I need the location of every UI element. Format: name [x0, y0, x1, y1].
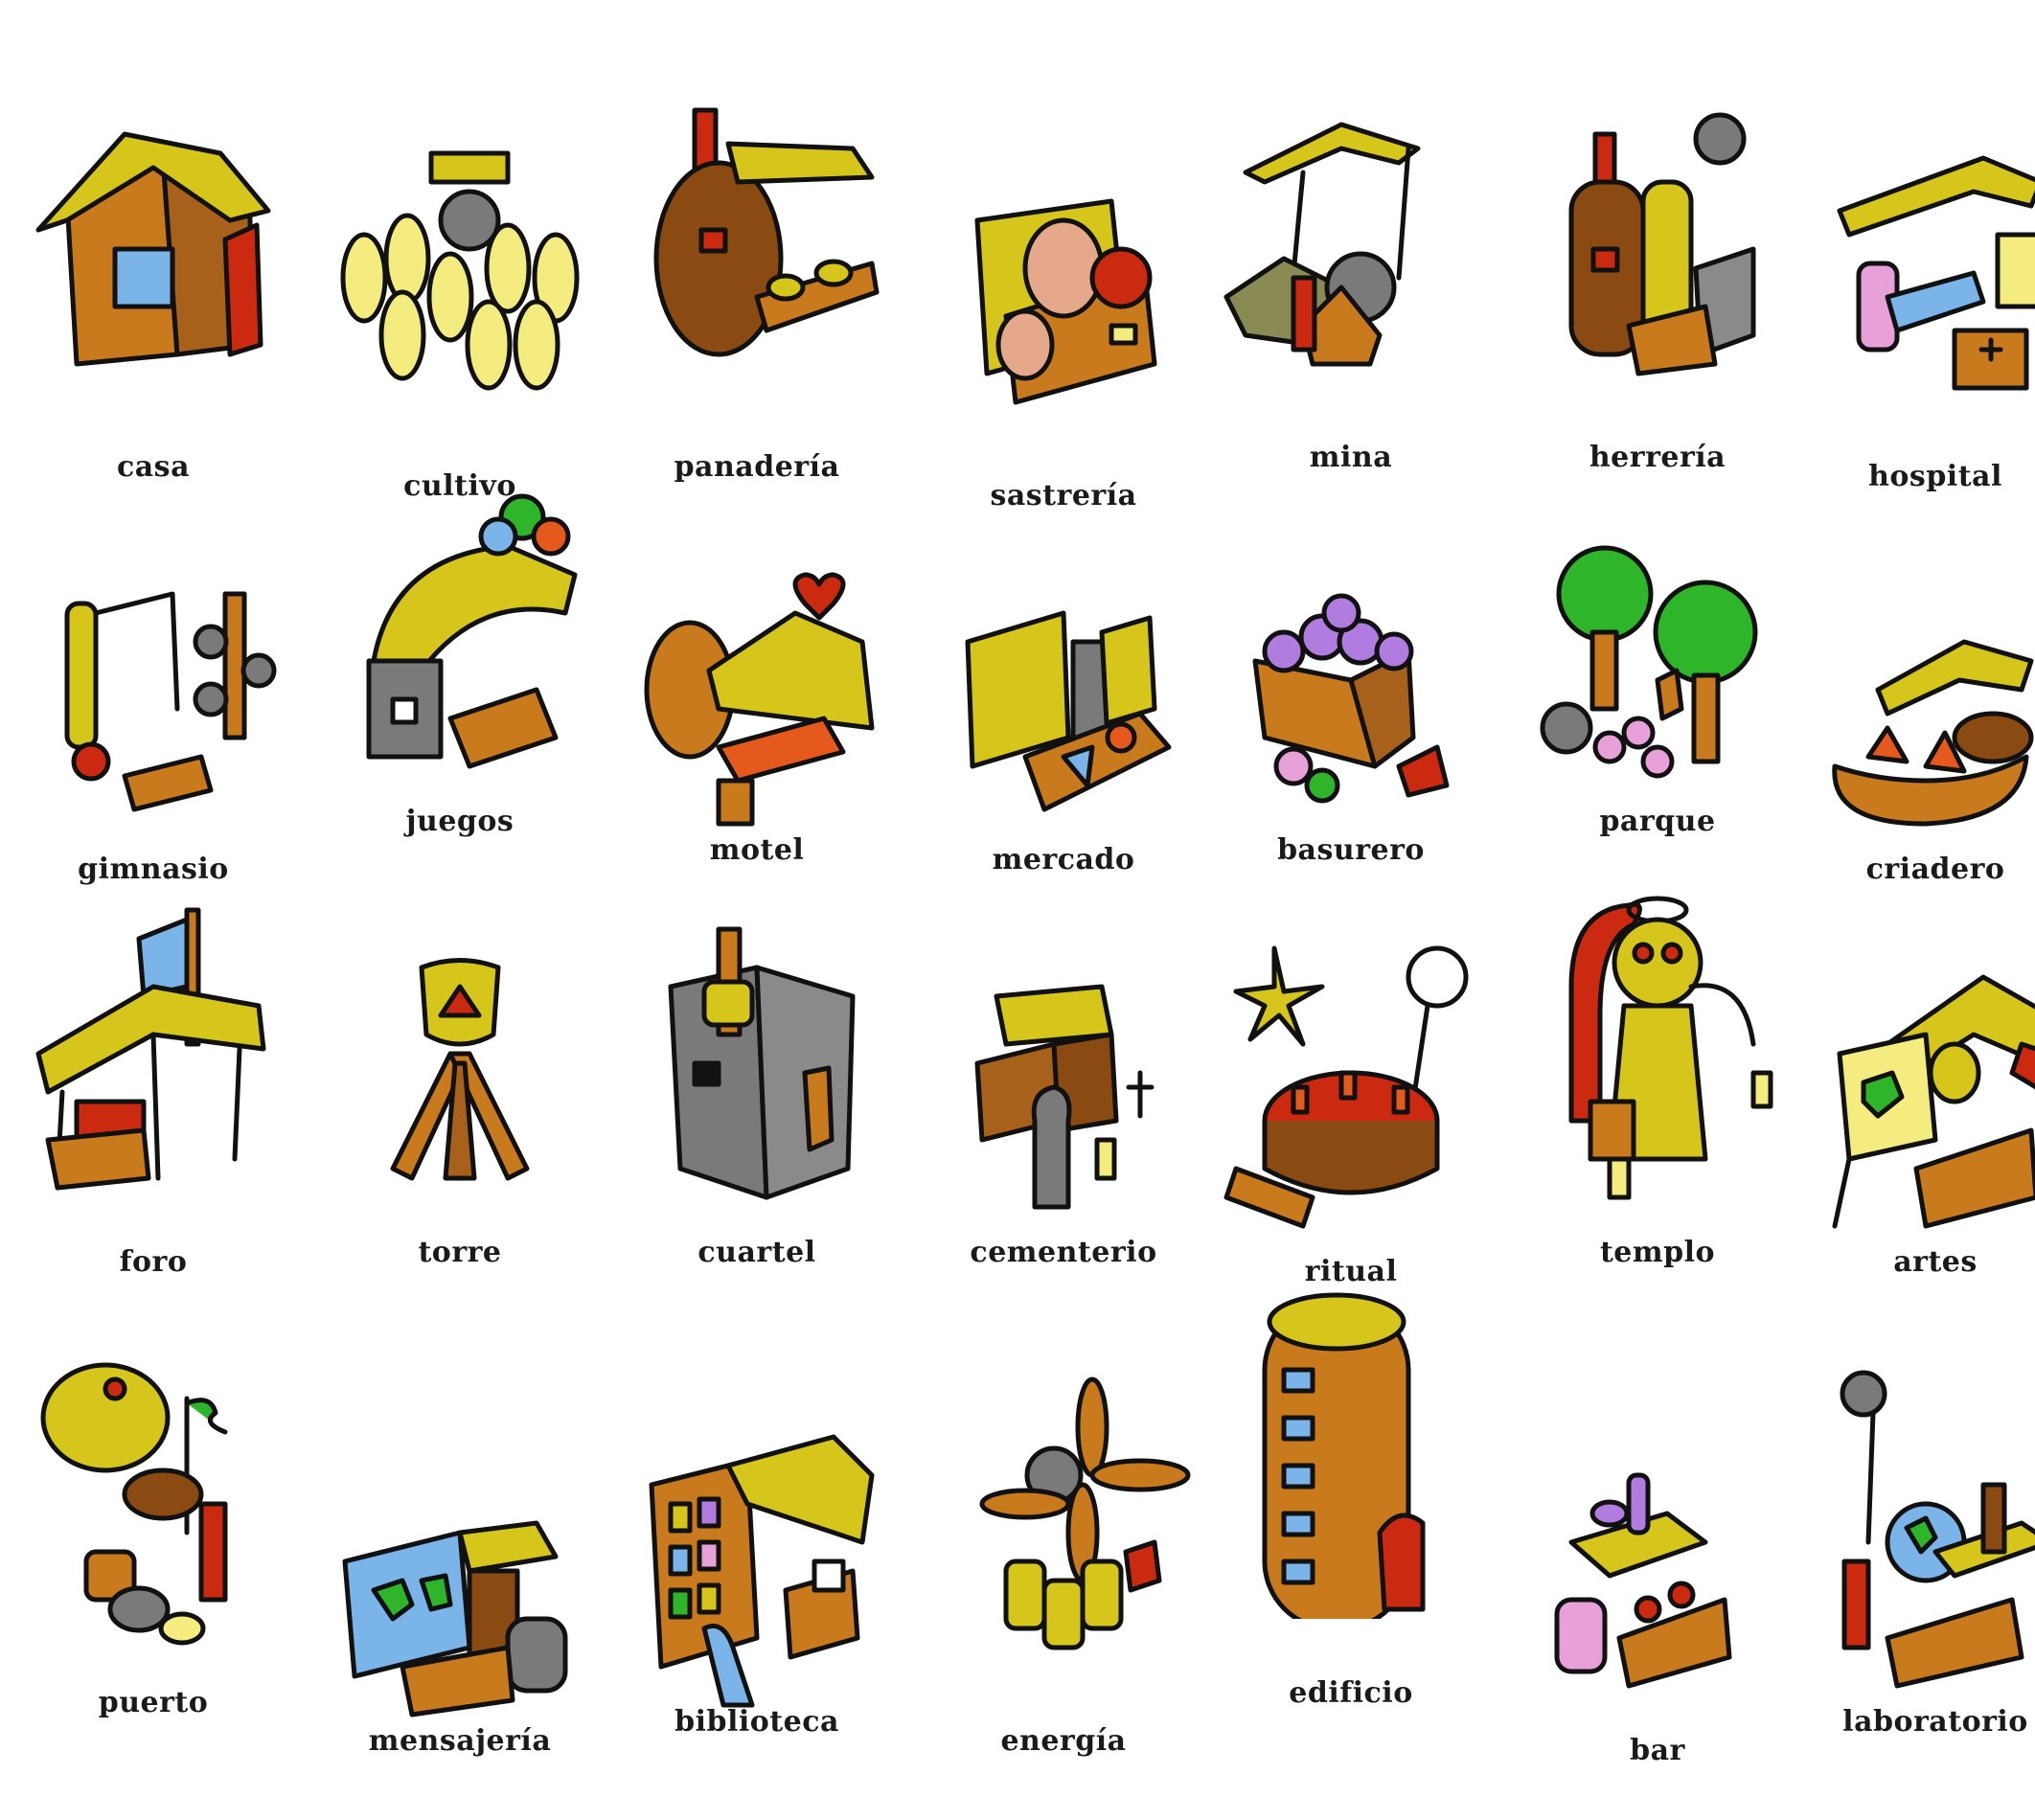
bar-icon: [1554, 1472, 1732, 1689]
ritual-icon: [1223, 945, 1469, 1229]
tile-parque: parque: [1514, 489, 1801, 891]
label-criadero: criadero: [1865, 853, 2005, 886]
tile-hospital: hospital: [1792, 77, 2035, 493]
energy-icon: [979, 1376, 1191, 1650]
dump-icon: [1252, 593, 1450, 804]
tile-sastreria: sastrería: [920, 96, 1207, 512]
tile-edificio: edificio: [1207, 1274, 1495, 1710]
tile-gimnasio: gimnasio: [10, 498, 297, 900]
arts-icon: [1832, 974, 2035, 1229]
tile-mensajeria: mensajería: [316, 1418, 604, 1820]
tile-panaderia: panadería: [613, 57, 901, 484]
tile-motel: motel: [613, 498, 901, 900]
laboratory-icon: [1840, 1370, 2035, 1689]
house-icon: [35, 131, 271, 367]
label-bar: bar: [1630, 1734, 1685, 1767]
label-motel: motel: [709, 833, 805, 867]
library-icon: [649, 1434, 875, 1708]
label-basurero: basurero: [1277, 833, 1425, 867]
label-mensajeria: mensajería: [368, 1724, 552, 1758]
label-foro: foro: [119, 1245, 188, 1279]
bakery-icon: [653, 107, 880, 357]
tile-biblioteca: biblioteca: [613, 1379, 901, 1782]
tower-icon: [390, 958, 530, 1181]
breeding-pen-icon: [1832, 639, 2034, 827]
crop-field-icon: [340, 150, 580, 391]
tile-templo: templo: [1514, 872, 1801, 1274]
tile-cuartel: cuartel: [613, 910, 901, 1312]
label-templo: templo: [1599, 1236, 1716, 1269]
tile-juegos: juegos: [316, 450, 604, 853]
label-mina: mina: [1309, 441, 1393, 474]
barracks-icon: [668, 926, 856, 1200]
tile-casa: casa: [10, 67, 297, 484]
label-ritual: ritual: [1304, 1255, 1398, 1288]
tile-criadero: criadero: [1792, 536, 2035, 939]
tile-mercado: mercado: [920, 508, 1207, 910]
tile-ritual: ritual: [1207, 910, 1495, 1312]
label-edificio: edificio: [1289, 1676, 1413, 1710]
label-casa: casa: [116, 450, 191, 484]
forum-icon: [35, 907, 266, 1191]
building-icon: [1262, 1292, 1426, 1619]
tile-laboratorio: laboratorio: [1792, 1351, 2035, 1753]
tile-bar: bar: [1514, 1360, 1801, 1767]
forge-icon: [1568, 112, 1756, 376]
label-cultivo: cultivo: [403, 469, 516, 503]
tile-basurero: basurero: [1207, 508, 1495, 910]
hospital-icon: [1837, 155, 2035, 391]
tile-mina: mina: [1207, 57, 1495, 474]
label-cuartel: cuartel: [697, 1236, 816, 1269]
label-juegos: juegos: [405, 805, 514, 838]
tile-cultivo: cultivo: [316, 86, 604, 503]
tile-torre: torre: [316, 920, 604, 1322]
messaging-icon: [342, 1520, 568, 1718]
motel-icon: [644, 572, 875, 827]
tile-cementerio: cementerio: [920, 929, 1207, 1331]
games-icon: [366, 493, 578, 769]
label-hospital: hospital: [1868, 460, 2002, 493]
label-energia: energía: [1000, 1724, 1127, 1758]
label-parque: parque: [1599, 805, 1716, 838]
tile-herreria: herrería: [1514, 57, 1801, 474]
label-sastreria: sastrería: [990, 479, 1137, 512]
tailor-shop-icon: [974, 198, 1157, 405]
label-biblioteca: biblioteca: [675, 1705, 839, 1739]
label-gimnasio: gimnasio: [78, 853, 229, 886]
tile-artes: artes: [1792, 920, 2035, 1322]
port-icon: [40, 1362, 228, 1646]
label-herreria: herrería: [1589, 441, 1726, 474]
gym-icon: [64, 591, 277, 812]
label-artes: artes: [1893, 1245, 1978, 1279]
tile-foro: foro: [10, 881, 297, 1284]
label-puerto: puerto: [98, 1686, 209, 1719]
label-mercado: mercado: [992, 843, 1135, 876]
tile-puerto: puerto: [10, 1341, 297, 1743]
label-cementerio: cementerio: [970, 1236, 1157, 1269]
cemetery-icon: [974, 984, 1155, 1210]
label-laboratorio: laboratorio: [1842, 1705, 2028, 1739]
tile-energia: energía: [920, 1341, 1207, 1758]
market-icon: [965, 610, 1172, 812]
building-icon-sheet: casa cultivo: [10, 57, 2035, 1767]
label-panaderia: panadería: [674, 450, 840, 484]
mine-icon: [1223, 122, 1421, 367]
label-torre: torre: [418, 1236, 502, 1269]
temple-icon: [1568, 896, 1773, 1200]
park-icon: [1540, 545, 1758, 779]
